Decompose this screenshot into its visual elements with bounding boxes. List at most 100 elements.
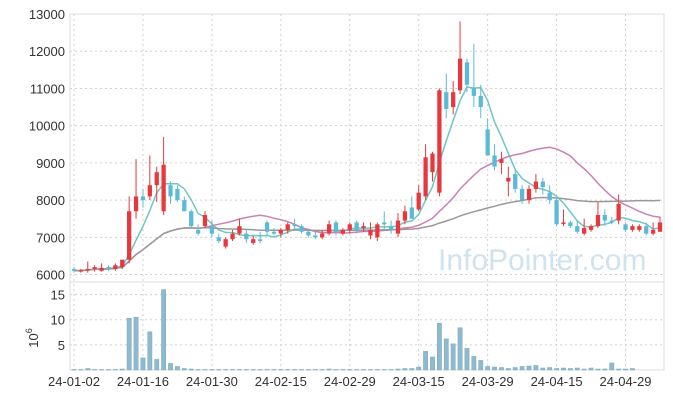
candle xyxy=(333,220,339,236)
volume-bar xyxy=(264,369,270,371)
candle-body xyxy=(471,88,476,96)
candle-body xyxy=(499,159,504,163)
candle xyxy=(154,166,159,202)
moving-average-line xyxy=(73,196,661,272)
candle-body xyxy=(637,226,642,230)
volume-bar xyxy=(188,368,194,371)
candle-body xyxy=(416,192,421,210)
candle-body xyxy=(347,224,352,230)
candle xyxy=(650,222,656,236)
volume-bar xyxy=(106,369,111,371)
candle xyxy=(444,73,449,119)
candle xyxy=(161,136,166,215)
candle xyxy=(127,196,132,264)
candle-body xyxy=(430,153,435,173)
volume-bar xyxy=(547,367,553,371)
price-tick-label: 10000 xyxy=(29,119,65,134)
volume-bar xyxy=(485,366,491,371)
volume-bar xyxy=(423,351,428,371)
candle-body xyxy=(568,222,573,227)
volume-bar xyxy=(292,369,297,371)
candle-body xyxy=(561,222,566,224)
candle xyxy=(526,185,532,204)
volume-bar xyxy=(567,368,573,371)
volume-bar xyxy=(209,369,215,371)
volume-bar xyxy=(505,368,511,371)
candle xyxy=(216,233,221,243)
volume-bar xyxy=(464,348,470,371)
candle xyxy=(506,166,511,197)
volume-bar xyxy=(257,369,263,371)
candle xyxy=(326,220,332,236)
volume-bar xyxy=(147,331,153,371)
candle-body xyxy=(189,211,194,227)
candle-body xyxy=(113,265,118,269)
candle xyxy=(630,224,635,232)
candle xyxy=(637,224,642,232)
candle xyxy=(140,188,146,208)
candle-body xyxy=(623,224,628,230)
candle xyxy=(230,229,235,242)
candle xyxy=(258,231,263,243)
candle-body xyxy=(230,233,235,240)
volume-bar xyxy=(540,367,546,371)
volume-bar xyxy=(195,369,201,371)
candle xyxy=(271,228,277,236)
candle-body xyxy=(361,226,366,229)
volume-bar xyxy=(492,366,497,371)
candle xyxy=(147,155,152,201)
volume-panel-frame xyxy=(69,281,665,371)
x-tick-label: 24-02-15 xyxy=(255,374,307,389)
candle xyxy=(616,194,621,225)
candle-body xyxy=(216,237,221,242)
candle xyxy=(595,201,601,229)
candle-body xyxy=(258,239,263,242)
price-panel-frame xyxy=(69,13,665,283)
candle-body xyxy=(650,229,656,234)
candle xyxy=(409,196,414,219)
volume-bar xyxy=(588,367,594,371)
volume-bar xyxy=(119,368,125,371)
volume-bar xyxy=(595,368,601,371)
candle xyxy=(292,218,297,230)
candle xyxy=(375,222,380,242)
candle-body xyxy=(547,192,552,201)
candle-body xyxy=(133,196,139,212)
candle-body xyxy=(513,174,518,189)
candle-body xyxy=(85,268,90,271)
volume-bar xyxy=(368,369,373,371)
volume-bar xyxy=(78,369,84,371)
candle-body xyxy=(423,157,428,197)
volume-bar xyxy=(333,369,339,371)
candle xyxy=(71,267,77,273)
candle-body xyxy=(264,222,270,232)
volume-bar xyxy=(71,369,77,371)
volume-bar xyxy=(374,369,380,371)
volume-bar xyxy=(450,343,456,371)
volume-bar xyxy=(354,369,360,371)
volume-bar xyxy=(381,369,387,371)
moving-average-line xyxy=(73,86,661,272)
candle xyxy=(437,88,442,197)
candle xyxy=(299,224,304,234)
candle xyxy=(106,265,111,271)
volume-bar xyxy=(512,367,518,371)
volume-bar xyxy=(340,369,346,371)
volume-bar xyxy=(223,369,229,371)
x-axis: 24-01-02 24-01-16 24-01-30 24-02-15 24-02-29… xyxy=(48,374,652,389)
volume-bar xyxy=(230,369,235,371)
candle-body xyxy=(575,226,580,232)
volume-bar xyxy=(471,356,477,371)
candle-body xyxy=(78,270,84,272)
volume-bar xyxy=(574,367,580,371)
volume-bar xyxy=(347,369,353,371)
candle-body xyxy=(451,92,456,108)
candle-body xyxy=(313,235,318,238)
x-tick-label: 24-01-30 xyxy=(186,374,238,389)
candle xyxy=(609,216,614,225)
candle-body xyxy=(644,226,649,234)
x-tick-label: 24-04-15 xyxy=(531,374,583,389)
candle-body xyxy=(616,203,621,221)
volume-bar xyxy=(161,289,167,371)
price-gridlines xyxy=(70,13,664,370)
